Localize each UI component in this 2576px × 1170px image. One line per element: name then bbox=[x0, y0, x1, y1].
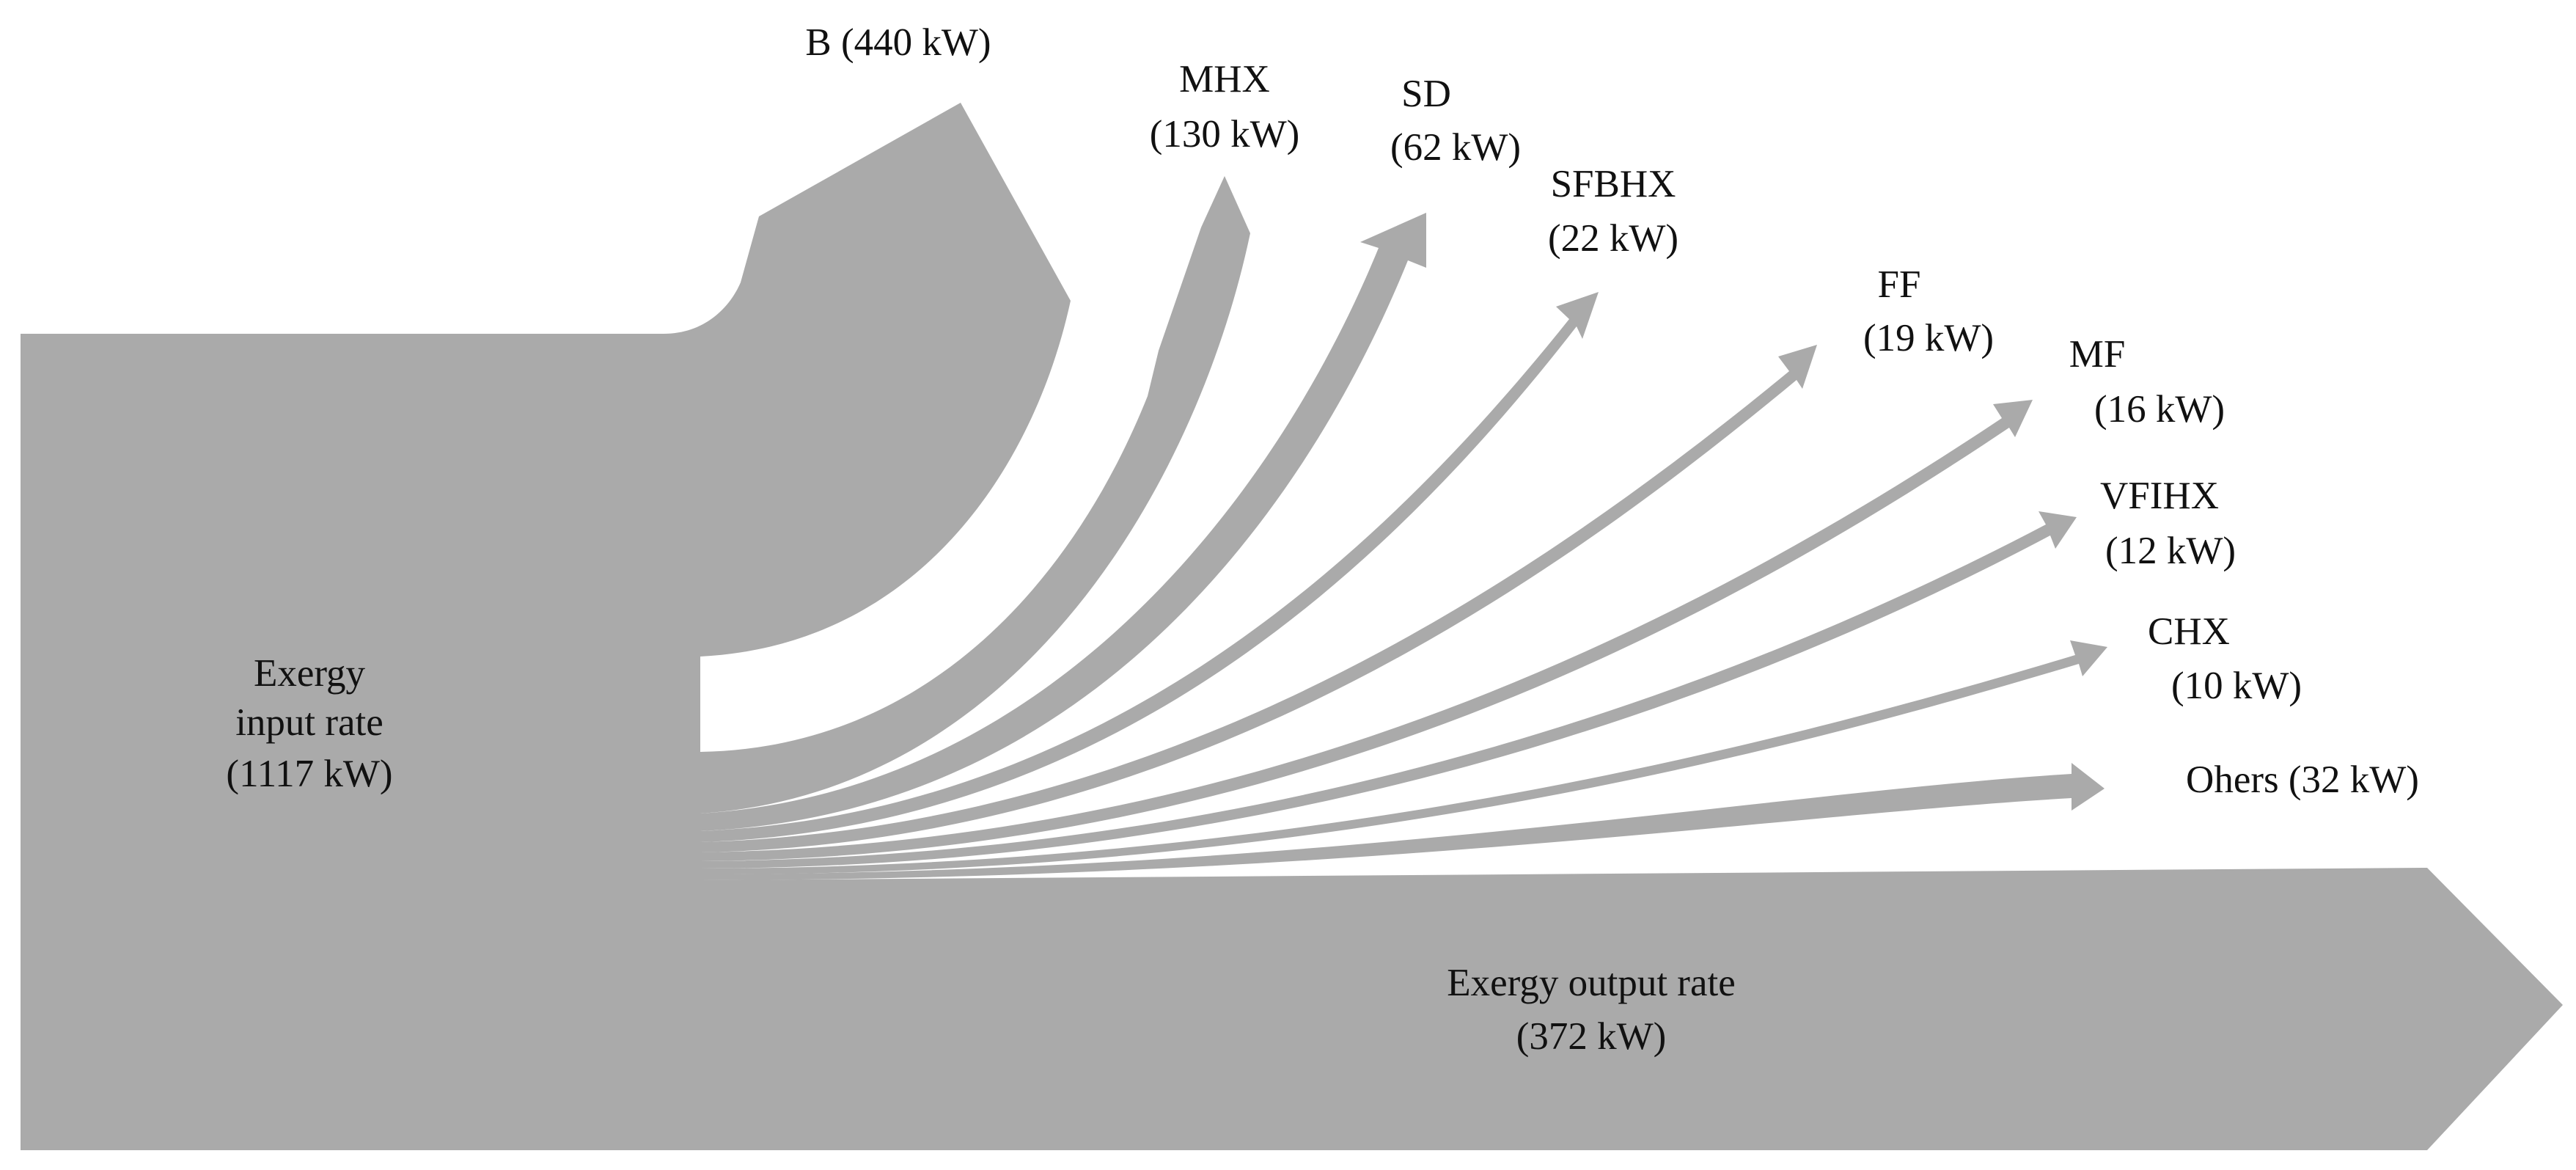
input-label-line1: Exergy bbox=[254, 652, 366, 695]
sfbhx-label: SFBHX bbox=[1551, 163, 1676, 205]
input-label-line3: (1117 kW) bbox=[226, 753, 392, 795]
others-label: Ohers (32 kW) bbox=[2186, 758, 2419, 801]
input-label-line2: input rate bbox=[235, 701, 384, 744]
ff-label: FF bbox=[1878, 263, 1921, 306]
ff-value: (19 kW) bbox=[1863, 317, 1994, 359]
output-label-line1: Exergy output rate bbox=[1447, 962, 1735, 1004]
chx-value: (10 kW) bbox=[2171, 665, 2302, 707]
b-label: B (440 kW) bbox=[805, 21, 991, 64]
mf-value: (16 kW) bbox=[2094, 388, 2225, 431]
chx-label: CHX bbox=[2148, 610, 2230, 653]
input-output-flow bbox=[21, 103, 2563, 1150]
mhx-value: (130 kW) bbox=[1150, 113, 1300, 156]
vfihx-value: (12 kW) bbox=[2105, 530, 2236, 572]
vfihx-label: VFIHX bbox=[2100, 475, 2219, 517]
mhx-label: MHX bbox=[1179, 58, 1270, 100]
sd-value: (62 kW) bbox=[1390, 126, 1521, 169]
output-label-line2: (372 kW) bbox=[1516, 1015, 1667, 1058]
sd-flow bbox=[700, 213, 1426, 831]
mf-label: MF bbox=[2069, 333, 2126, 376]
sfbhx-value: (22 kW) bbox=[1548, 217, 1678, 260]
sd-label: SD bbox=[1401, 73, 1451, 115]
